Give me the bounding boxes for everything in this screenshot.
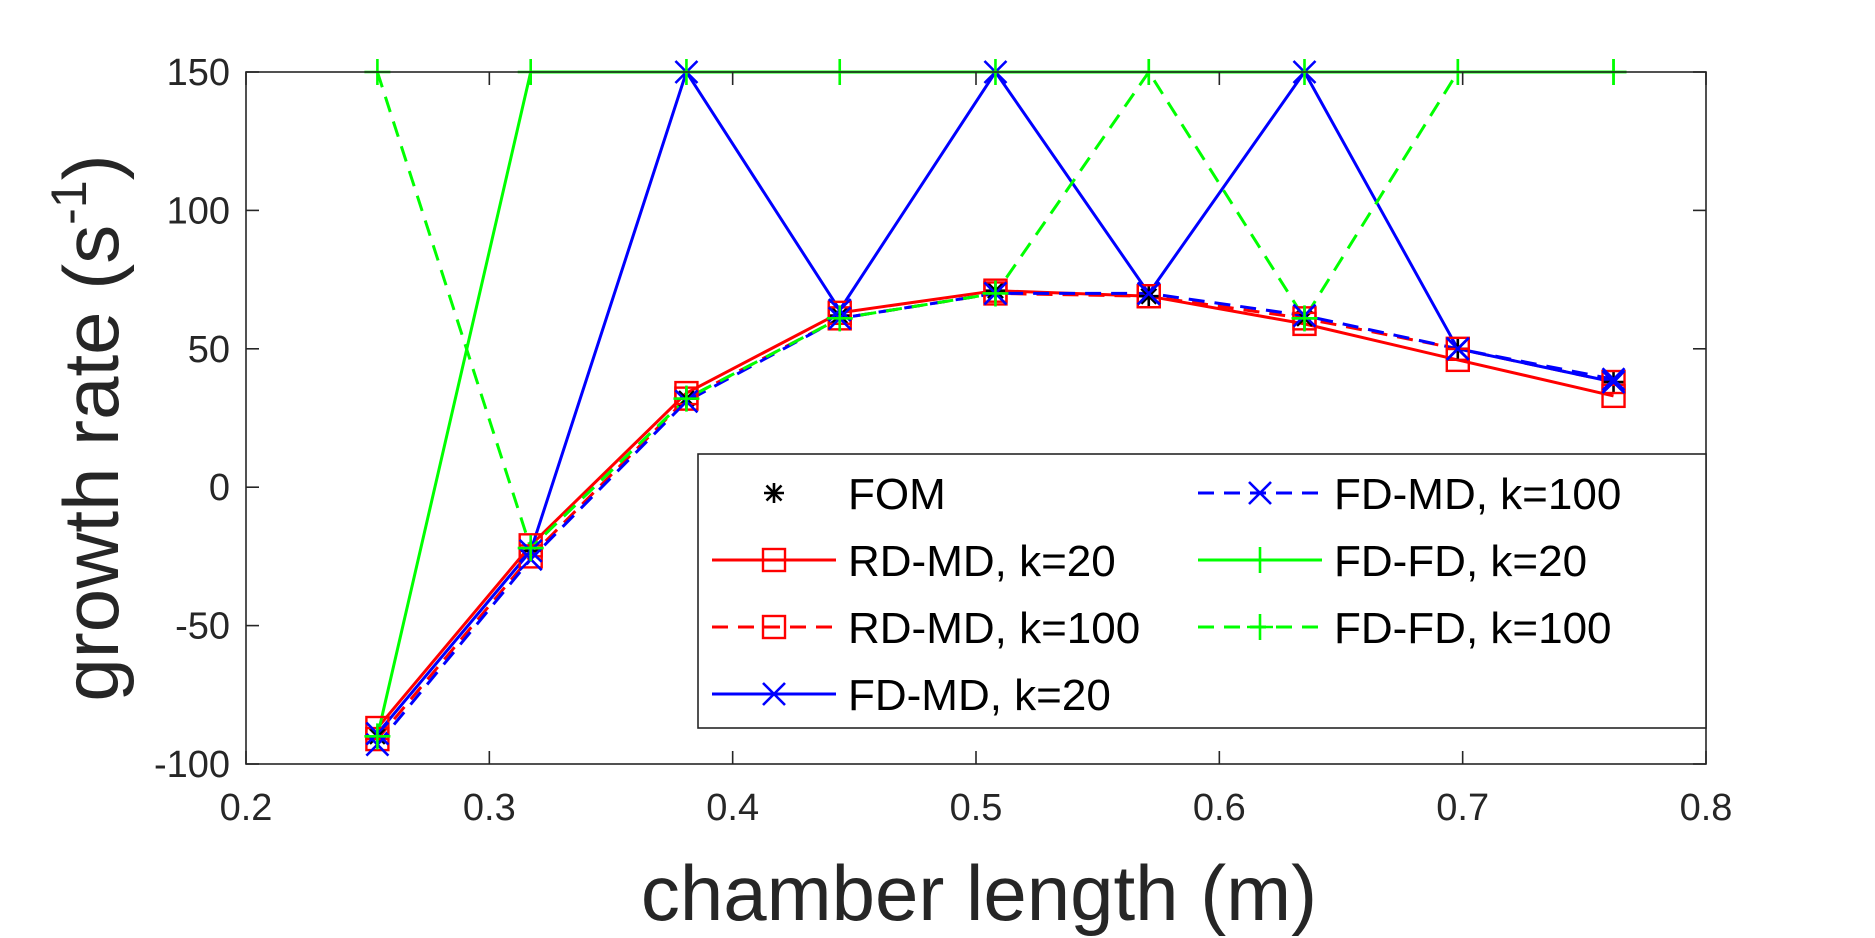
y-axis-title: growth rate (s-1) [41, 154, 135, 701]
y-axis-title-main: growth rate (s [47, 225, 135, 702]
data-point-rd-md-k-100 [1136, 284, 1161, 309]
y-tick-label: 100 [167, 190, 230, 232]
x-tick-label: 0.2 [220, 787, 273, 829]
data-point-fd-fd-k-100 [517, 535, 544, 562]
legend-swatch-marker [761, 614, 787, 640]
y-axis-ticks: -100 -50 0 50 100 150 [154, 52, 1706, 786]
legend-label: RD-MD, k=20 [848, 537, 1116, 586]
x-tick-label: 0.3 [463, 787, 516, 829]
y-axis-title-suffix: ) [47, 154, 135, 180]
legend-entry-rd-md-k-100: RD-MD, k=100 [712, 604, 1140, 653]
y-axis-title-superscript: -1 [41, 180, 97, 224]
data-point-fom [1138, 286, 1159, 307]
legend: FOM RD-MD, k=20 RD-MD, k=100 FD-MD, k=20 FD-… [697, 453, 1707, 729]
y-tick-label: -100 [154, 744, 230, 786]
data-point-fd-fd-k-20 [364, 723, 391, 750]
legend-entry-fd-fd-k-100: FD-FD, k=100 [1198, 604, 1612, 653]
legend-swatch-marker [764, 483, 784, 503]
legend-label: FOM [848, 470, 946, 519]
y-tick-label: 50 [188, 329, 230, 371]
y-tick-label: 0 [209, 467, 230, 509]
data-point-fd-md-k-100 [1136, 281, 1161, 306]
legend-swatch-marker [1247, 547, 1273, 573]
legend-swatch-marker [762, 682, 786, 706]
data-point-fd-fd-k-100 [826, 305, 853, 332]
legend-entry-fom: FOM [764, 470, 946, 519]
x-tick-label: 0.6 [1193, 787, 1246, 829]
x-tick-label: 0.5 [950, 787, 1003, 829]
legend-entry-fd-md-k-100: FD-MD, k=100 [1198, 470, 1621, 519]
x-tick-label: 0.4 [706, 787, 759, 829]
legend-label: FD-MD, k=20 [848, 671, 1111, 720]
data-point-fd-fd-k-100 [982, 280, 1009, 307]
legend-entry-fd-fd-k-20: FD-FD, k=20 [1198, 537, 1587, 586]
x-axis-title: chamber length (m) [641, 849, 1317, 937]
data-point-rd-md-k-20 [1601, 383, 1626, 409]
data-point-fd-md-k-100 [1601, 367, 1626, 392]
legend-swatch-marker [761, 547, 787, 573]
x-tick-label: 0.7 [1436, 787, 1489, 829]
legend-entry-fd-md-k-20: FD-MD, k=20 [712, 671, 1111, 720]
legend-swatch-marker [1248, 481, 1272, 505]
legend-label: FD-MD, k=100 [1334, 470, 1621, 519]
legend-label: FD-FD, k=20 [1334, 537, 1587, 586]
data-point-fd-md-k-20 [1601, 370, 1626, 394]
legend-box [697, 453, 1707, 729]
data-point-rd-md-k-100 [1601, 369, 1626, 395]
data-point-fd-md-k-100 [1445, 336, 1470, 361]
legend-swatch-marker [1247, 614, 1273, 640]
x-axis-ticks: 0.2 0.3 0.4 0.5 0.6 0.7 0.8 [220, 72, 1733, 829]
data-point-fd-fd-k-100 [673, 385, 700, 412]
y-tick-label: -50 [175, 606, 230, 648]
legend-label: FD-FD, k=100 [1334, 604, 1612, 653]
y-tick-label: 150 [167, 52, 230, 94]
legend-entry-rd-md-k-20: RD-MD, k=20 [712, 537, 1116, 586]
data-point-fd-fd-k-100 [1291, 305, 1318, 332]
legend-label: RD-MD, k=100 [848, 604, 1140, 653]
data-point-rd-md-k-100 [1445, 336, 1471, 361]
x-tick-label: 0.8 [1680, 787, 1733, 829]
